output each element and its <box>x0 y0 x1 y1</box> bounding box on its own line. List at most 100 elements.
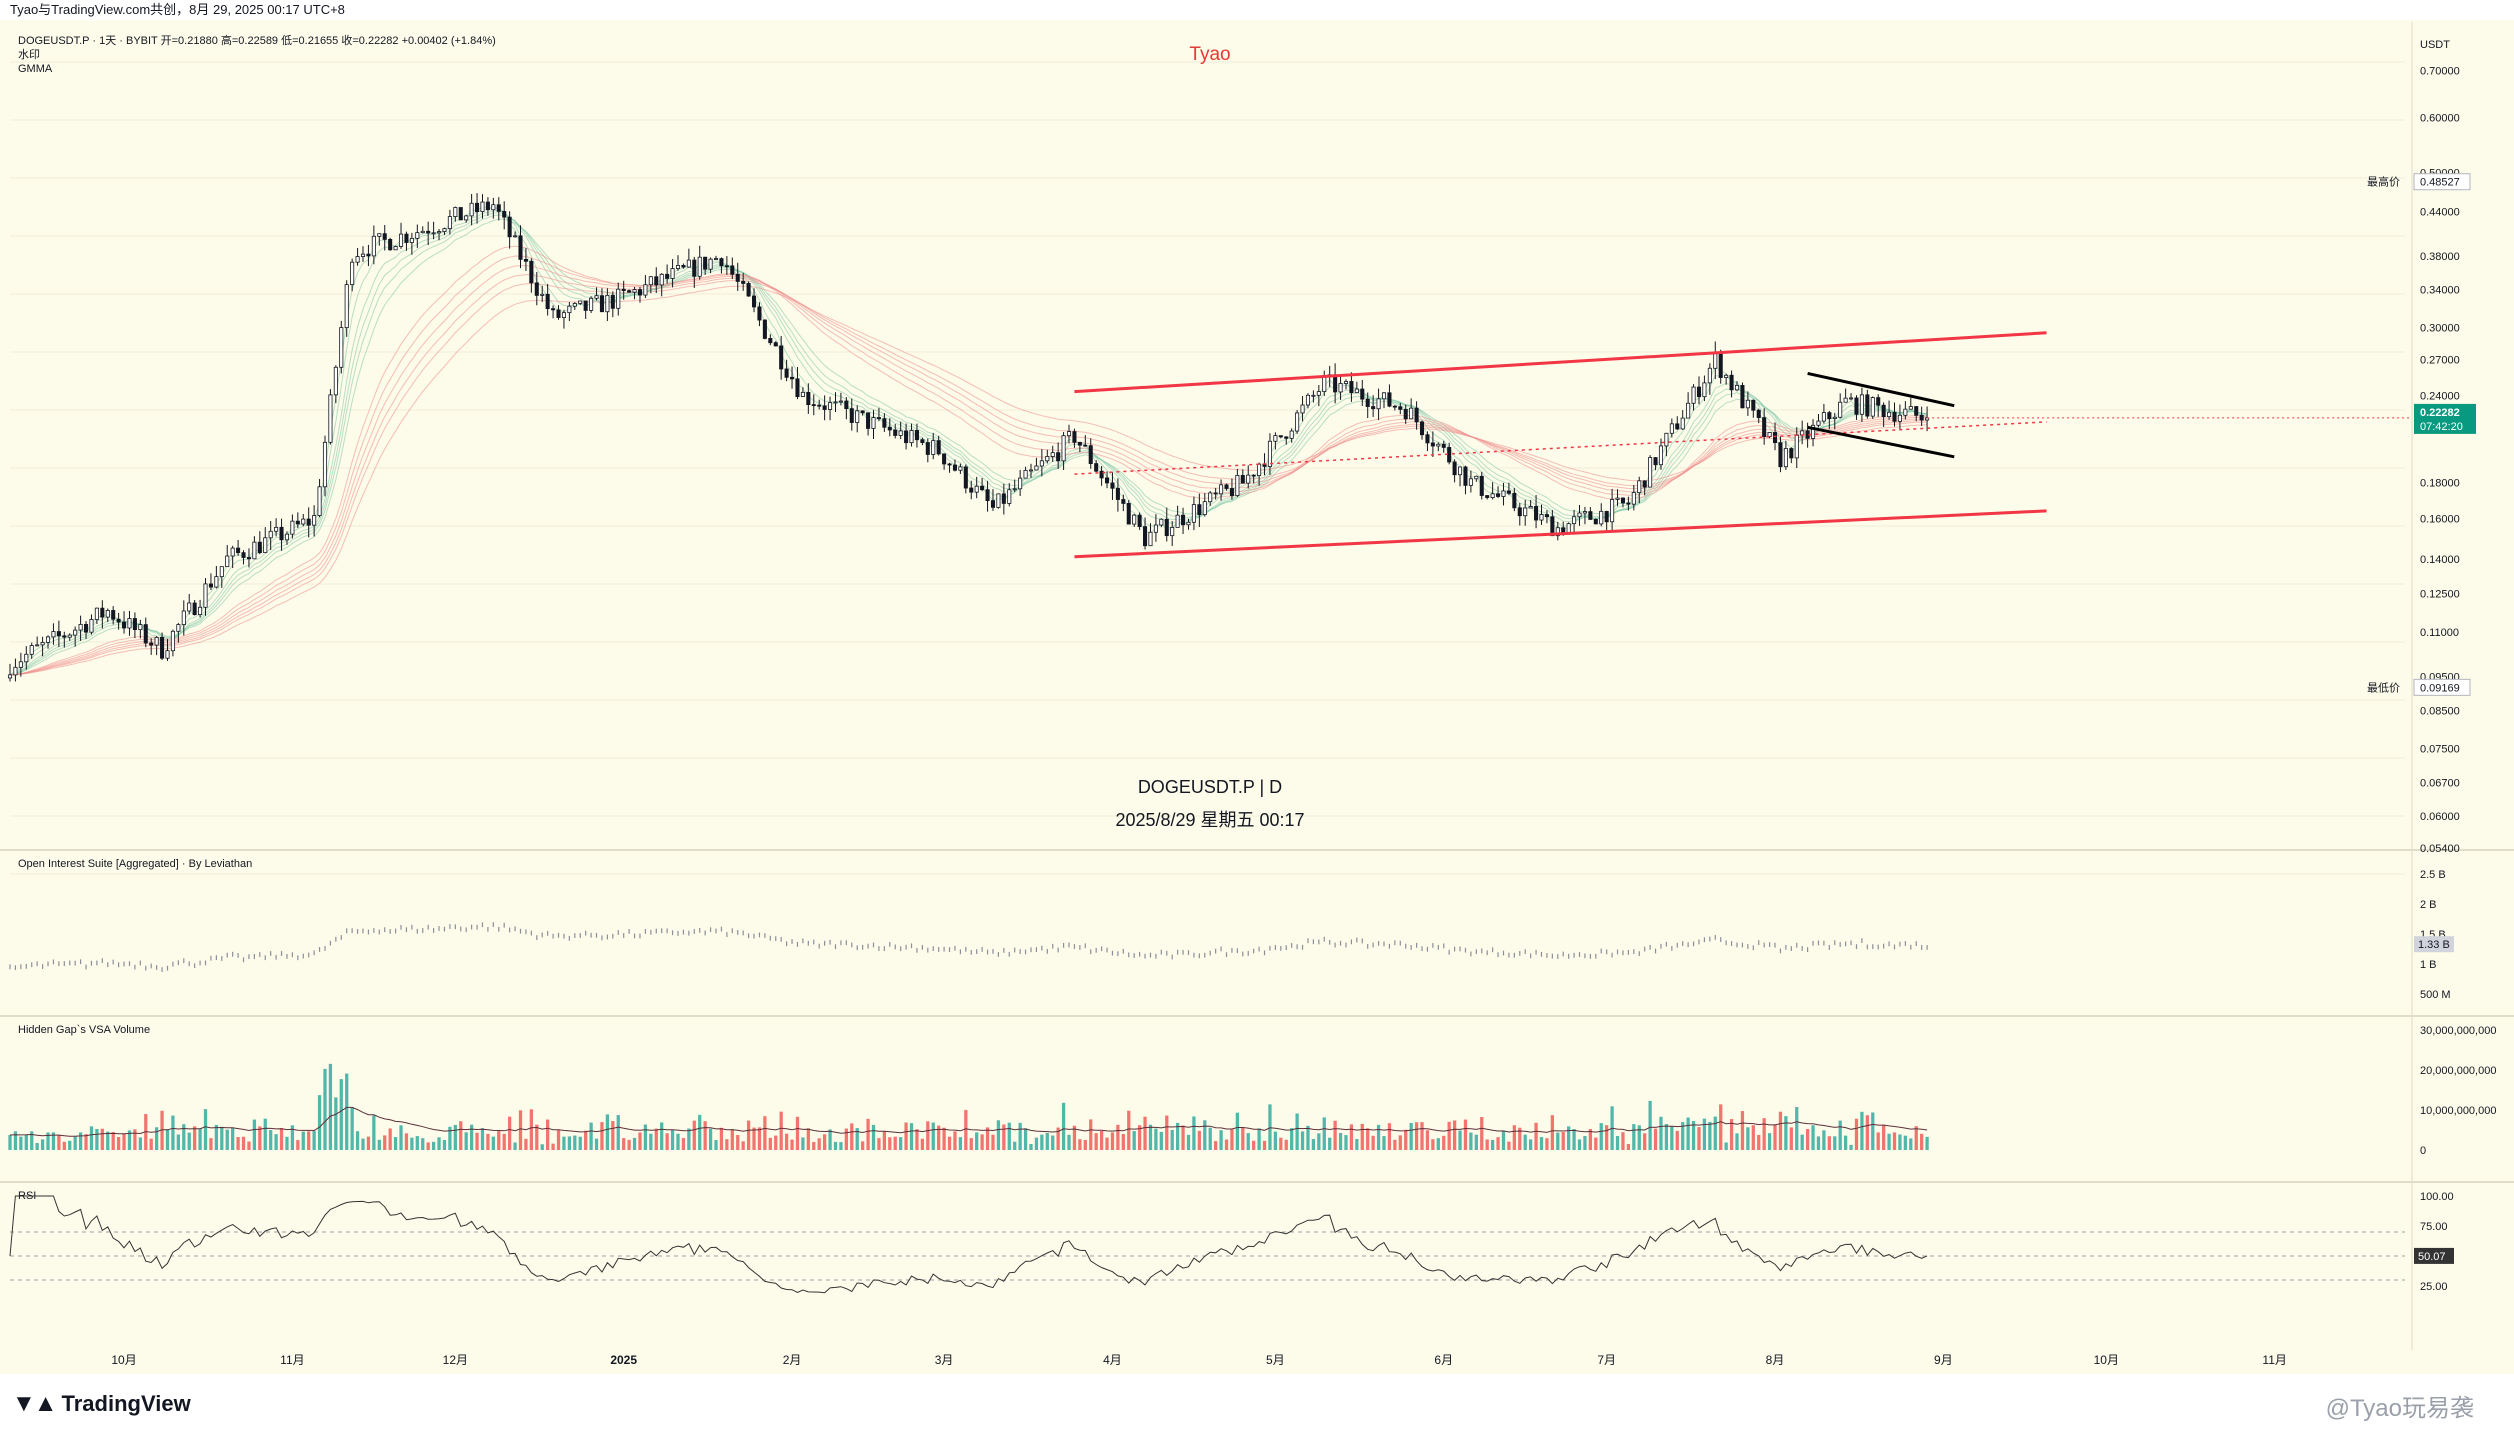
candle-body <box>127 618 132 629</box>
candle-body <box>284 533 290 541</box>
volume-bar <box>1322 1117 1326 1150</box>
candle-body <box>893 429 898 436</box>
candle-body <box>1409 407 1414 420</box>
candle-body <box>887 426 892 431</box>
channel-upper-line[interactable] <box>1074 331 2047 394</box>
candle-body <box>437 231 442 234</box>
candle-body <box>426 230 431 234</box>
bar-countdown: 07:42:20 <box>2420 421 2463 433</box>
candle-body <box>100 607 105 618</box>
volume-bar <box>258 1126 262 1150</box>
volume-bar <box>1849 1144 1853 1150</box>
candle-body <box>567 305 572 314</box>
candle-body <box>35 644 40 647</box>
candle-body <box>1376 398 1381 410</box>
price-chart[interactable]: Open Interest Suite [Aggregated] · By Le… <box>0 22 2514 1374</box>
volume-bar <box>106 1131 110 1150</box>
candle-body <box>301 518 306 525</box>
candle-body <box>1121 499 1126 504</box>
candle-body <box>464 215 469 221</box>
volume-bar <box>1594 1137 1598 1150</box>
chart-area[interactable]: Open Interest Suite [Aggregated] · By Le… <box>0 22 2514 1374</box>
candle-body <box>1132 514 1137 525</box>
channel-mid-line[interactable] <box>1074 421 2047 475</box>
candle-body <box>735 273 740 282</box>
candle-body <box>1528 506 1533 509</box>
candle-body <box>328 394 333 443</box>
candle-body <box>350 261 355 286</box>
candle-body <box>1175 514 1180 528</box>
volume-bar <box>1284 1139 1288 1150</box>
candle-body <box>485 201 490 211</box>
candle-body <box>1305 394 1310 406</box>
volume-bar <box>1523 1134 1527 1150</box>
candle-body <box>751 295 757 308</box>
volume-bar <box>1469 1132 1473 1150</box>
candle-body <box>1572 516 1577 525</box>
volume-bar <box>752 1127 756 1150</box>
candle-body <box>773 342 778 347</box>
candle-body <box>1756 409 1761 419</box>
candle-body <box>355 256 360 263</box>
volume-bar <box>1007 1122 1011 1150</box>
candle-body <box>1110 482 1115 489</box>
time-tick-label: 9月 <box>1934 1353 1953 1367</box>
candle-body <box>18 661 23 668</box>
candle-body <box>1751 399 1756 411</box>
candle-body <box>1018 477 1023 490</box>
volume-bar <box>1083 1140 1087 1150</box>
candle-body <box>849 408 854 423</box>
candle-body <box>1300 404 1305 414</box>
volume-bar <box>708 1128 713 1150</box>
time-tick-label: 11月 <box>280 1353 304 1367</box>
volume-bar <box>1279 1137 1283 1150</box>
candle-body <box>1371 406 1376 410</box>
volume-bar <box>909 1123 914 1150</box>
candle-body <box>1816 420 1821 426</box>
candle-body <box>415 232 420 239</box>
volume-bar <box>13 1131 18 1150</box>
flag-lower-line[interactable] <box>1807 425 1955 459</box>
candle-body <box>40 642 45 646</box>
channel-lower-line[interactable] <box>1074 509 2047 559</box>
volume-bar <box>779 1111 783 1150</box>
candle-body <box>545 293 550 310</box>
volume-bar <box>562 1136 566 1150</box>
volume-bar <box>1078 1139 1082 1150</box>
volume-bar <box>958 1137 963 1150</box>
candle-body <box>1827 412 1832 420</box>
volume-bar <box>888 1137 892 1150</box>
candle-body <box>1642 480 1647 488</box>
volume-bar <box>203 1109 208 1150</box>
volume-bar <box>1567 1126 1571 1150</box>
volume-bar <box>594 1138 599 1150</box>
volume-bar <box>1040 1134 1044 1150</box>
volume-bar <box>578 1136 582 1150</box>
time-tick-label: 10月 <box>2094 1353 2119 1367</box>
volume-bar <box>1784 1116 1788 1150</box>
tradingview-logo[interactable]: ▼▲ TradingView <box>12 1390 191 1418</box>
volume-bar <box>1920 1133 1924 1150</box>
flag-upper-line[interactable] <box>1807 371 1955 408</box>
candle-body <box>1284 436 1289 439</box>
volume-bar <box>1051 1135 1055 1150</box>
volume-bar <box>1860 1111 1864 1150</box>
last-price-badge[interactable] <box>2414 403 2476 434</box>
price-tick-label: 0.07500 <box>2420 743 2460 755</box>
candle-body <box>236 547 241 554</box>
candle-body <box>165 650 170 659</box>
volume-bar <box>866 1118 870 1150</box>
rsi-tick-label: 75.00 <box>2420 1221 2448 1233</box>
volume-bar <box>969 1138 973 1150</box>
candle-body <box>610 294 615 309</box>
candle-body <box>1077 441 1082 446</box>
volume-bar <box>573 1135 577 1150</box>
volume-bar <box>795 1116 800 1150</box>
gmma-short-line <box>9 210 1928 676</box>
volume-bar <box>285 1136 289 1150</box>
candle-body <box>1349 381 1354 394</box>
volume-bar <box>665 1133 669 1150</box>
volume-bar <box>1811 1125 1815 1150</box>
volume-bar <box>497 1131 501 1150</box>
volume-bar <box>1045 1132 1049 1150</box>
